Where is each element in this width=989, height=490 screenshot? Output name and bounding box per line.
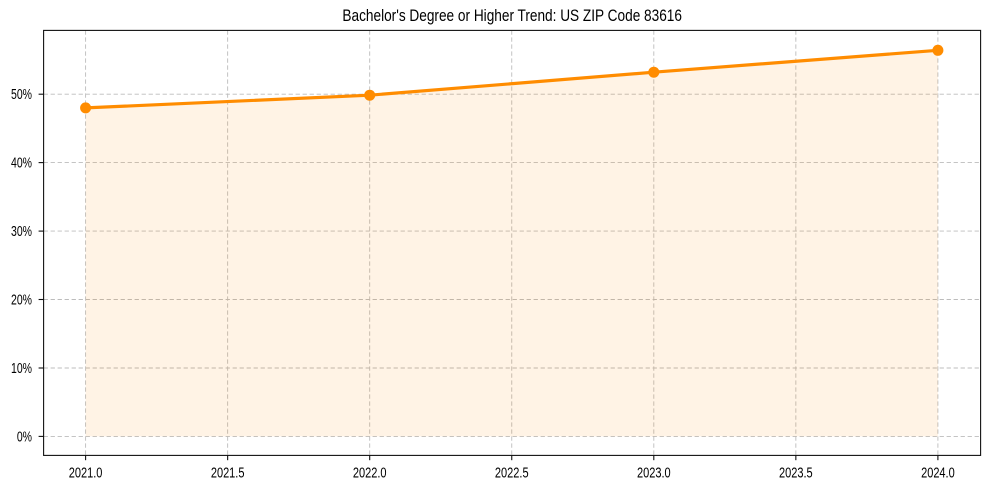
svg-text:10%: 10% — [11, 359, 32, 376]
svg-text:2021.0: 2021.0 — [69, 464, 103, 481]
svg-text:2021.5: 2021.5 — [211, 464, 245, 481]
svg-text:Bachelor's Degree or Higher Tr: Bachelor's Degree or Higher Trend: US ZI… — [342, 7, 682, 26]
svg-text:50%: 50% — [11, 85, 32, 102]
svg-text:2023.0: 2023.0 — [637, 464, 671, 481]
svg-text:20%: 20% — [11, 291, 32, 308]
svg-text:40%: 40% — [11, 154, 32, 171]
svg-text:2022.0: 2022.0 — [353, 464, 387, 481]
svg-text:2022.5: 2022.5 — [495, 464, 529, 481]
svg-text:2024.0: 2024.0 — [921, 464, 955, 481]
svg-text:0%: 0% — [17, 427, 33, 444]
svg-text:30%: 30% — [11, 222, 32, 239]
svg-text:2023.5: 2023.5 — [779, 464, 813, 481]
